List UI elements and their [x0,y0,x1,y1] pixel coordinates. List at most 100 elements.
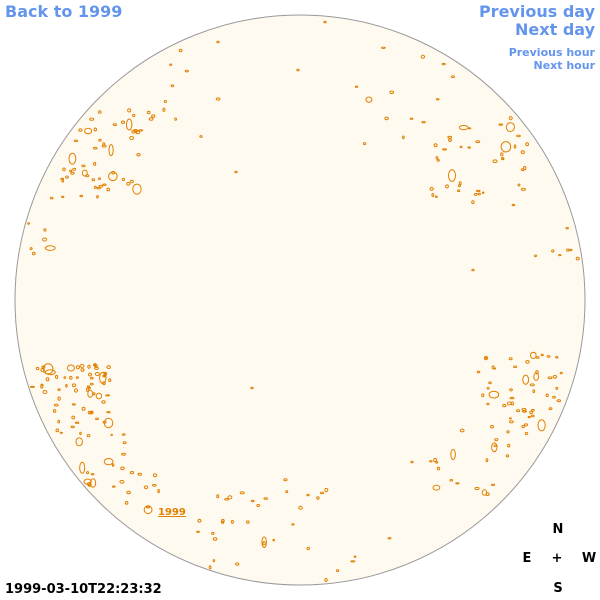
contour-blob [263,497,269,500]
contour-blob [121,452,127,456]
contour-blob [555,356,559,359]
next-day-link[interactable]: Next day [515,20,595,39]
contour-blob [174,117,178,121]
contour-blob [88,372,92,377]
contour-blob [90,376,94,380]
contour-blob [110,433,113,436]
contour-blob [296,68,300,72]
contour-blob [102,374,107,378]
contour-blob [211,531,215,535]
contour-blob [432,484,441,491]
contour-blob [79,194,84,198]
contour-blob [467,146,472,149]
contour-blob [121,177,126,182]
contour-blob [89,117,95,121]
contour-blob [157,489,160,494]
contour-blob [91,178,96,182]
contour-blob [122,441,127,445]
contour-blob [298,505,303,510]
contour-blob [96,195,99,199]
contour-blob [409,117,414,120]
contour-blob [71,415,76,420]
contour-blob [529,410,533,415]
contour-blob [90,473,95,476]
contour-blob [488,390,500,399]
contour-blob [433,143,438,148]
contour-blob [436,159,440,162]
magnetic-contours [27,20,580,582]
contour-blob [79,363,85,368]
contour-blob [112,485,116,488]
contour-blob [93,127,98,132]
contour-blob [336,569,340,573]
contour-blob [516,134,521,138]
contour-blob [197,518,202,523]
contour-blob [524,432,529,435]
contour-blob [458,181,462,186]
contour-blob [490,425,494,429]
contour-blob [42,237,48,242]
contour-blob [429,460,433,463]
contour-blob [145,506,151,509]
contour-blob [32,251,36,256]
contour-blob [102,183,107,186]
contour-blob [57,396,61,401]
contour-blob [455,482,460,485]
contour-blob [44,369,56,376]
contour-blob [49,196,54,200]
contour-blob [250,386,254,390]
contour-blob [184,69,189,73]
contour-blob [208,565,212,570]
contour-blob [86,471,90,475]
contour-blob [509,388,513,392]
contour-blob [57,388,61,392]
contour-blob [29,247,33,251]
contour-blob [533,254,538,258]
contour-blob [402,135,405,140]
contour-blob [387,537,392,540]
contour-blob [442,148,447,151]
contour-blob [81,169,88,177]
contour-blob [61,178,65,183]
contour-blob [520,150,525,155]
contour-blob [324,578,328,582]
contour-blob [87,389,94,398]
contour-blob [98,177,101,181]
contour-blob [545,393,549,398]
contour-blob [74,388,78,393]
contour-blob [559,371,563,375]
contour-blob [93,161,97,166]
region-label[interactable]: 1999 [158,507,186,518]
contour-blob [473,192,478,196]
contour-blob [98,184,104,188]
contour-blob [86,385,91,388]
contour-blob [450,75,455,78]
contour-blob [40,383,44,386]
contour-blob [350,560,356,563]
contour-blob [546,355,551,358]
contour-blob [75,376,80,379]
next-hour-link[interactable]: Next hour [533,59,596,72]
contour-blob [108,144,114,157]
contour-blob [169,63,173,66]
contour-blob [93,185,97,189]
contour-blob [126,490,131,495]
previous-day-link[interactable]: Previous day [478,2,595,21]
contour-blob [101,144,107,148]
contour-blob [127,108,132,113]
contour-blob [448,169,456,182]
contour-blob [521,407,527,411]
contour-blob [73,139,79,143]
contour-blob [106,187,110,192]
contour-blob [283,478,288,482]
contour-blob [95,417,99,421]
contour-blob [120,466,125,471]
contour-blob [234,170,238,174]
contour-blob [493,444,498,448]
back-to-year-link[interactable]: Back to 1999 [5,2,123,21]
previous-hour-link[interactable]: Previous hour [508,46,595,59]
contour-blob [112,123,118,126]
contour-blob [353,555,357,558]
contour-blob [441,62,446,66]
contour-blob [529,383,535,387]
